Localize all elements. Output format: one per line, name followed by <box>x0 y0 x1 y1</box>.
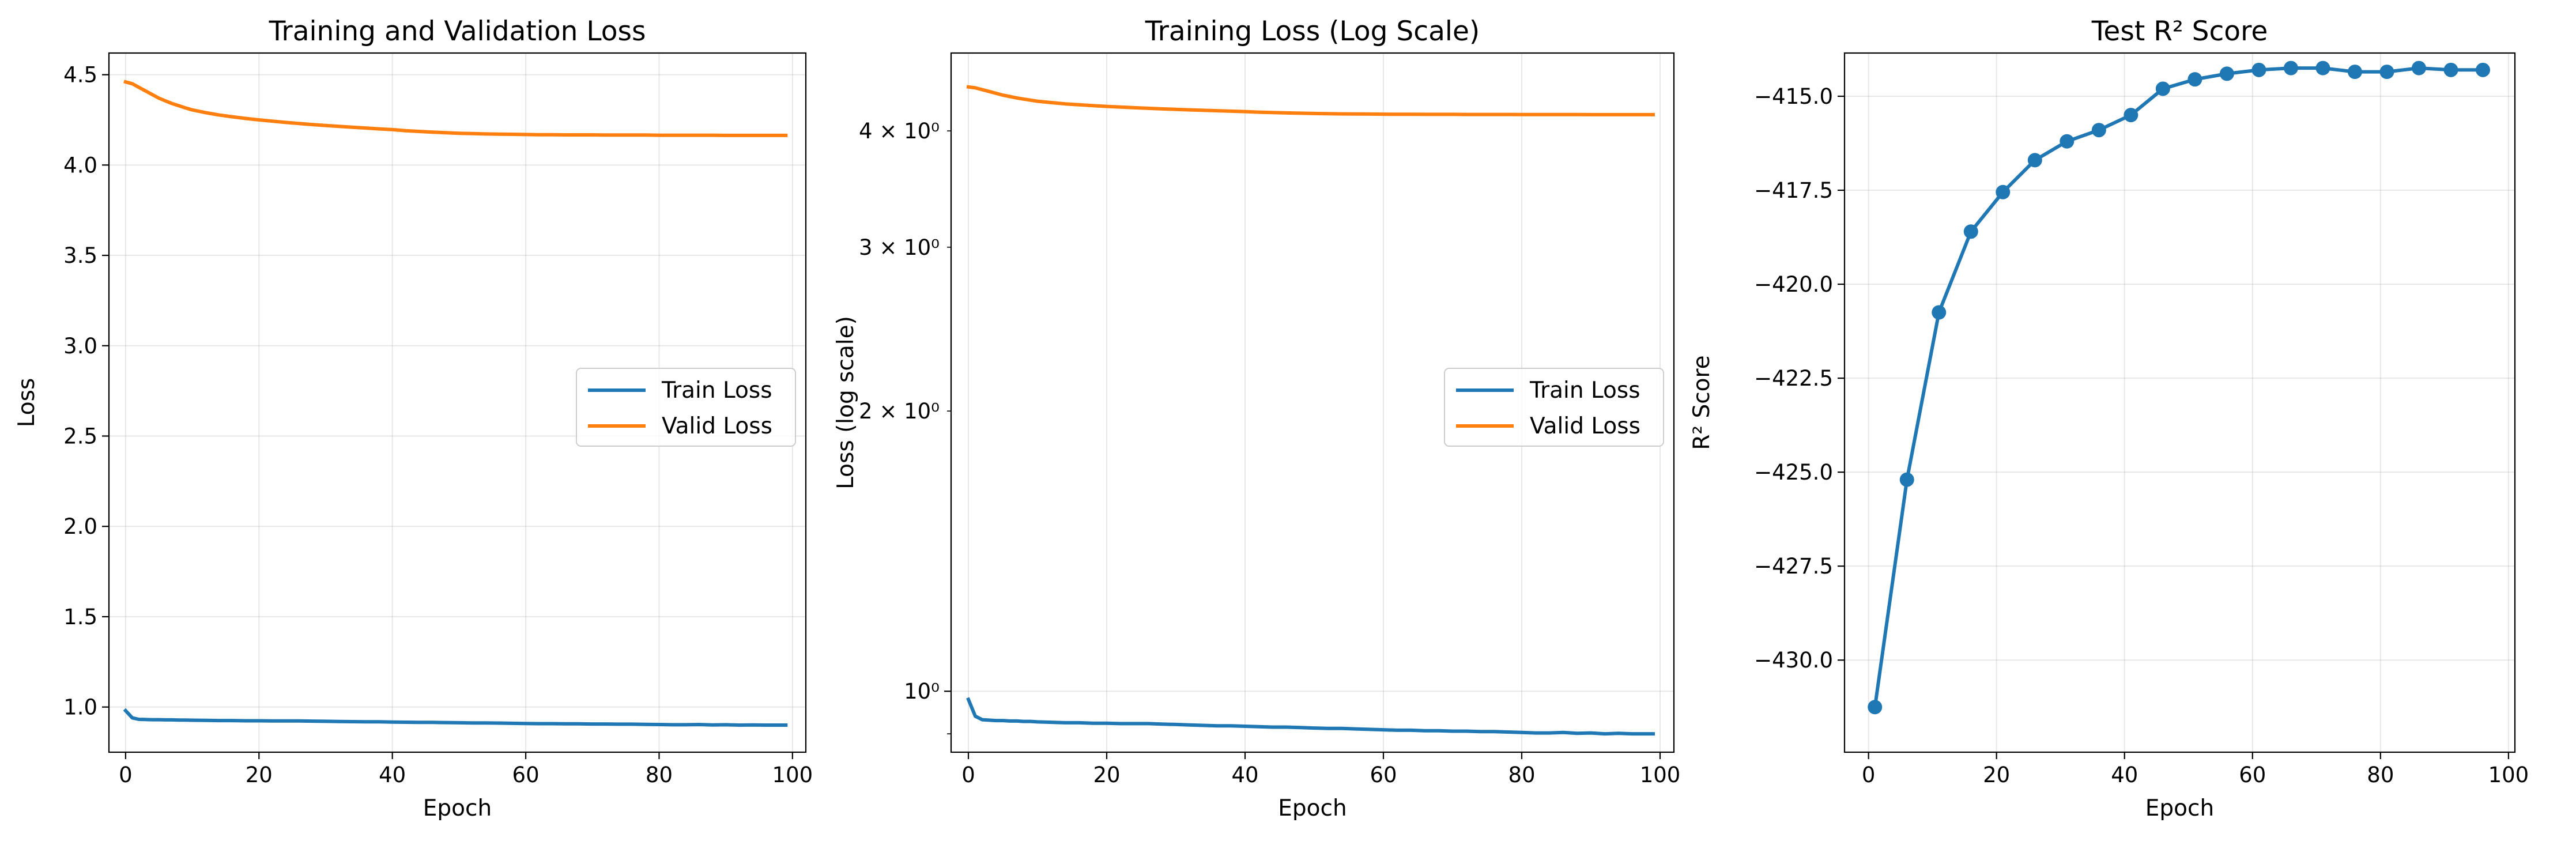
x-tick-label: 40 <box>1231 763 1258 787</box>
grid <box>1845 53 2515 752</box>
panel-train-valid-loss: 0 20 40 60 80 100 1.0 1.5 2.0 2.5 3.0 3.5 4.0 4.5 Tra… <box>14 16 813 821</box>
chart-title: Training and Validation Loss <box>269 16 646 47</box>
axes-frame <box>108 52 807 753</box>
x-tick-label: 60 <box>512 763 540 787</box>
axes-frame <box>1843 52 2516 753</box>
tick-marks <box>944 130 1661 759</box>
data-point <box>2283 61 2298 76</box>
y-tick-label: 4.5 <box>63 63 97 88</box>
y-tick-label: 2 × 10⁰ <box>859 399 940 424</box>
x-axis-label: Epoch <box>1278 795 1347 821</box>
legend-label: Valid Loss <box>1530 413 1640 439</box>
data-point <box>2475 62 2490 77</box>
x-tick-label: 20 <box>1093 763 1120 787</box>
tick-marks <box>1838 95 2509 759</box>
y-tick-label: −415.0 <box>1754 84 1833 109</box>
y-tick-label: −420.0 <box>1754 272 1833 297</box>
series-lines <box>123 80 788 727</box>
data-point <box>2347 65 2362 80</box>
y-tick-label: 10⁰ <box>904 679 940 704</box>
chart-title: Training Loss (Log Scale) <box>1145 16 1480 47</box>
y-tick-label: −422.5 <box>1754 366 1833 391</box>
x-tick-label: 0 <box>1862 763 1876 787</box>
x-tick-label: 100 <box>1640 763 1681 787</box>
x-tick-label: 80 <box>646 763 673 787</box>
x-tick-label: 0 <box>961 763 975 787</box>
y-tick-label: −427.5 <box>1754 554 1833 579</box>
y-axis-label: Loss <box>14 378 40 428</box>
legend: Train Loss Valid Loss <box>576 368 796 447</box>
x-tick-label: 80 <box>1508 763 1535 787</box>
panel-log-scale-loss: 0 20 40 60 80 100 10⁰ 2 × 10⁰ 3 × 10⁰ 4 × 10⁰ Tra… <box>833 16 1680 821</box>
data-point <box>2091 123 2106 138</box>
tick-labels: 0 20 40 60 80 100 10⁰ 2 × 10⁰ 3 × 10⁰ 4 × 10⁰ <box>859 119 1680 787</box>
data-point <box>2124 108 2139 123</box>
x-axis-label: Epoch <box>2145 795 2214 821</box>
data-point <box>1868 700 1883 715</box>
legend: Train Loss Valid Loss <box>1444 368 1664 447</box>
data-point <box>2060 134 2075 149</box>
y-tick-label: −417.5 <box>1754 178 1833 203</box>
series-line-train-loss <box>123 708 788 727</box>
y-tick-label: 1.5 <box>63 605 97 629</box>
panel-test-r2-score: 0 20 40 60 80 100 −430.0 −427.5 −425.0 −422.5 −420… <box>1689 16 2529 821</box>
legend-label: Train Loss <box>1529 378 1640 403</box>
data-point <box>2155 81 2170 96</box>
legend-label: Valid Loss <box>662 413 772 439</box>
x-tick-label: 40 <box>379 763 406 787</box>
x-tick-label: 100 <box>772 763 813 787</box>
x-tick-label: 100 <box>2488 763 2529 787</box>
data-point <box>2379 65 2394 80</box>
series-line-valid-loss <box>123 80 788 137</box>
x-tick-label: 20 <box>246 763 273 787</box>
data-point <box>2443 62 2458 77</box>
data-point <box>2187 72 2202 87</box>
y-tick-label: 1.0 <box>63 695 97 720</box>
y-tick-label: 4 × 10⁰ <box>859 119 940 144</box>
series-lines <box>1868 61 2490 715</box>
data-point <box>2219 66 2234 81</box>
series-lines <box>966 85 1655 736</box>
tick-labels: 0 20 40 60 80 100 −430.0 −427.5 −425.0 −422.5 −420… <box>1754 84 2529 787</box>
y-tick-label: −425.0 <box>1754 460 1833 485</box>
data-point <box>2411 61 2426 76</box>
y-axis-label: R² Score <box>1689 355 1715 450</box>
y-tick-label: −430.0 <box>1754 648 1833 673</box>
legend-label: Train Loss <box>661 378 772 403</box>
data-point <box>2315 61 2330 76</box>
data-point <box>2251 62 2266 77</box>
series-line-train-loss <box>966 697 1655 736</box>
axes-frame <box>950 52 1675 753</box>
tick-marks <box>102 74 793 759</box>
y-tick-label: 2.5 <box>63 424 97 448</box>
x-tick-label: 0 <box>119 763 133 787</box>
data-point <box>2027 153 2042 168</box>
data-point <box>1996 184 2011 199</box>
data-point <box>1963 224 1978 239</box>
y-tick-label: 3 × 10⁰ <box>859 235 940 260</box>
y-axis-label: Loss (log scale) <box>833 316 859 489</box>
x-tick-label: 40 <box>2111 763 2138 787</box>
x-tick-label: 80 <box>2367 763 2394 787</box>
y-tick-label: 3.0 <box>63 334 97 359</box>
x-axis-label: Epoch <box>423 795 492 821</box>
x-tick-label: 20 <box>1983 763 2010 787</box>
data-point <box>1932 305 1947 320</box>
x-tick-label: 60 <box>1370 763 1397 787</box>
y-tick-label: 4.0 <box>63 153 97 178</box>
tick-labels: 0 20 40 60 80 100 1.0 1.5 2.0 2.5 3.0 3.5 4.0 4.5 <box>63 63 813 787</box>
chart-title: Test R² Score <box>2091 16 2268 47</box>
data-point <box>1899 472 1914 487</box>
y-tick-label: 3.5 <box>63 243 97 268</box>
x-tick-label: 60 <box>2239 763 2266 787</box>
y-tick-label: 2.0 <box>63 514 97 539</box>
series-line-valid-loss <box>966 85 1655 116</box>
